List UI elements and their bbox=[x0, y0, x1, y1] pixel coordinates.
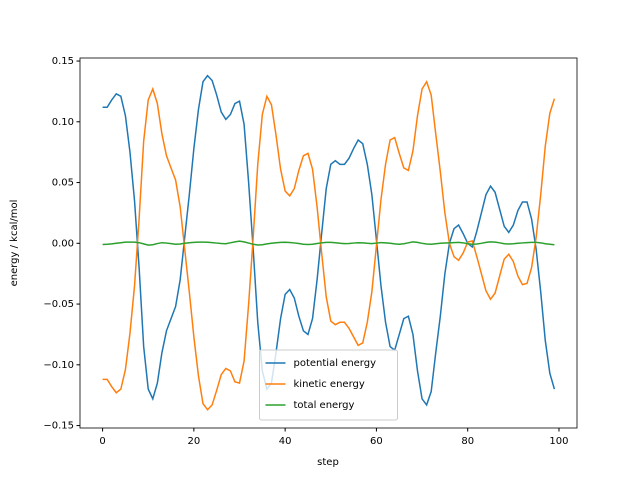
x-tick-label: 0 bbox=[99, 436, 105, 447]
x-tick-label: 100 bbox=[549, 436, 568, 447]
series-line bbox=[102, 74, 556, 407]
y-tick-label: 0.10 bbox=[52, 117, 74, 128]
y-tick-label: −0.05 bbox=[43, 299, 74, 310]
x-tick-label: 40 bbox=[279, 436, 292, 447]
x-tick-label: 60 bbox=[370, 436, 383, 447]
x-tick-label: 80 bbox=[461, 436, 474, 447]
legend-label: potential energy bbox=[294, 358, 377, 369]
x-tick-label: 20 bbox=[188, 436, 201, 447]
legend-box bbox=[259, 349, 398, 421]
y-axis-label: energy / kcal/mol bbox=[9, 200, 20, 287]
y-tick-label: −0.10 bbox=[43, 360, 74, 371]
legend-label: kinetic energy bbox=[294, 379, 365, 390]
y-tick-label: 0.15 bbox=[52, 56, 74, 67]
y-tick-label: 0.00 bbox=[52, 238, 74, 249]
series-line bbox=[102, 79, 556, 411]
series-line bbox=[102, 240, 555, 246]
y-tick-label: 0.05 bbox=[52, 178, 74, 189]
axes-frame bbox=[79, 57, 578, 429]
x-axis-label: step bbox=[317, 457, 339, 468]
legend-label: total energy bbox=[294, 400, 355, 411]
y-tick-label: −0.15 bbox=[43, 421, 74, 432]
